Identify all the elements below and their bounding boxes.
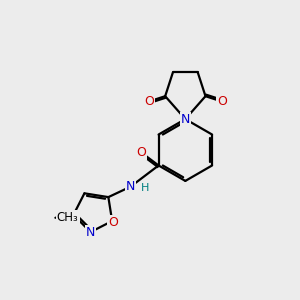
Text: N: N <box>126 180 135 193</box>
Text: H: H <box>140 183 149 193</box>
Text: N: N <box>86 226 95 238</box>
Text: O: O <box>144 95 154 108</box>
Text: N: N <box>181 112 190 126</box>
Text: O: O <box>108 216 118 229</box>
Text: O: O <box>217 95 227 108</box>
Text: O: O <box>136 146 146 159</box>
Text: CH₃: CH₃ <box>57 211 79 224</box>
